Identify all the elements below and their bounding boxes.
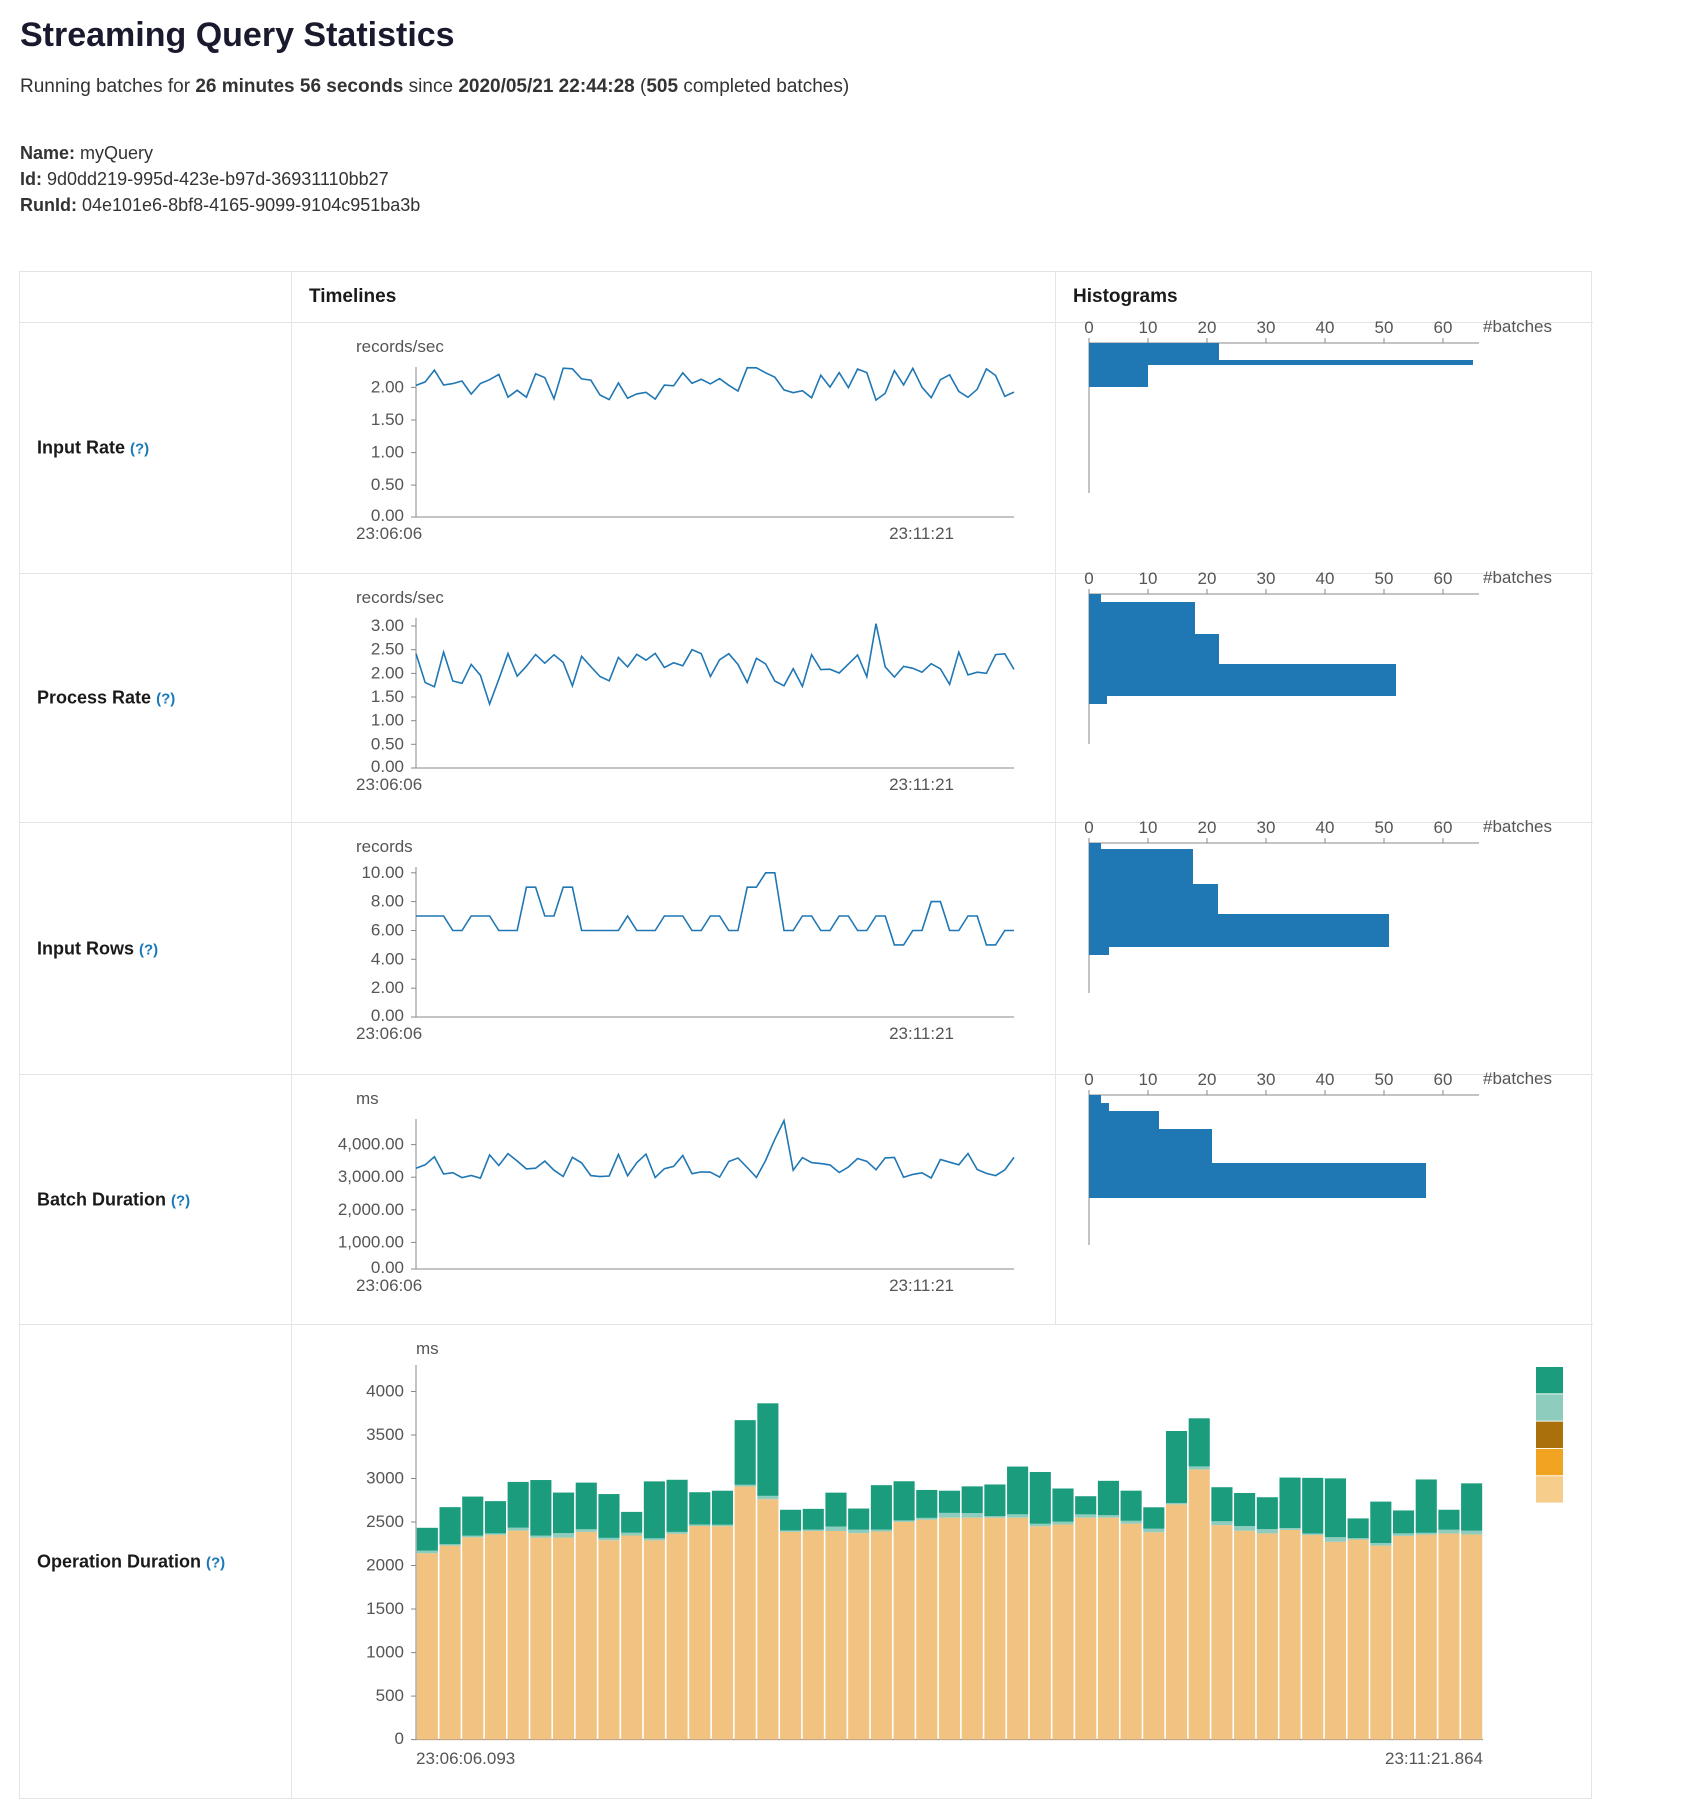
svg-text:0.00: 0.00 [371,506,404,525]
svg-text:20: 20 [1198,818,1217,837]
svg-text:4,000.00: 4,000.00 [338,1135,404,1154]
svg-text:10: 10 [1139,818,1158,837]
svg-text:0: 0 [1084,818,1093,837]
svg-text:2.00: 2.00 [371,978,404,997]
svg-text:10: 10 [1139,1070,1158,1089]
svg-text:2000: 2000 [366,1556,404,1575]
svg-text:500: 500 [376,1686,404,1705]
svg-text:0.00: 0.00 [371,1258,404,1277]
svg-text:0: 0 [395,1729,404,1748]
svg-text:30: 30 [1257,1070,1276,1089]
svg-text:40: 40 [1316,318,1335,337]
svg-text:2.00: 2.00 [371,377,404,396]
svg-text:60: 60 [1434,1070,1453,1089]
svg-text:2.50: 2.50 [371,640,404,659]
svg-text:50: 50 [1375,818,1394,837]
svg-text:40: 40 [1316,1070,1335,1089]
svg-text:60: 60 [1434,318,1453,337]
svg-text:50: 50 [1375,569,1394,588]
svg-text:0.00: 0.00 [371,757,404,776]
svg-text:20: 20 [1198,318,1217,337]
svg-text:0.50: 0.50 [371,734,404,753]
svg-text:60: 60 [1434,818,1453,837]
svg-text:1500: 1500 [366,1599,404,1618]
svg-text:1.00: 1.00 [371,711,404,730]
svg-text:4000: 4000 [366,1382,404,1401]
svg-text:6.00: 6.00 [371,921,404,940]
svg-text:50: 50 [1375,318,1394,337]
svg-text:20: 20 [1198,569,1217,588]
svg-text:1.50: 1.50 [371,410,404,429]
svg-text:10.00: 10.00 [361,863,404,882]
svg-text:0.50: 0.50 [371,475,404,494]
svg-text:0: 0 [1084,318,1093,337]
svg-text:40: 40 [1316,569,1335,588]
svg-text:8.00: 8.00 [371,892,404,911]
svg-text:20: 20 [1198,1070,1217,1089]
svg-text:60: 60 [1434,569,1453,588]
svg-text:3500: 3500 [366,1425,404,1444]
svg-text:1.50: 1.50 [371,687,404,706]
svg-text:10: 10 [1139,569,1158,588]
svg-text:10: 10 [1139,318,1158,337]
svg-text:2.00: 2.00 [371,663,404,682]
svg-text:0: 0 [1084,569,1093,588]
svg-text:30: 30 [1257,569,1276,588]
svg-text:3000: 3000 [366,1469,404,1488]
svg-text:3.00: 3.00 [371,616,404,635]
svg-text:30: 30 [1257,318,1276,337]
svg-text:30: 30 [1257,818,1276,837]
svg-text:1.00: 1.00 [371,443,404,462]
svg-text:1000: 1000 [366,1643,404,1662]
svg-text:0.00: 0.00 [371,1006,404,1025]
svg-text:2500: 2500 [366,1512,404,1531]
svg-text:2,000.00: 2,000.00 [338,1200,404,1219]
svg-text:3,000.00: 3,000.00 [338,1167,404,1186]
svg-text:40: 40 [1316,818,1335,837]
svg-text:0: 0 [1084,1070,1093,1089]
svg-text:50: 50 [1375,1070,1394,1089]
svg-text:1,000.00: 1,000.00 [338,1232,404,1251]
svg-text:4.00: 4.00 [371,949,404,968]
